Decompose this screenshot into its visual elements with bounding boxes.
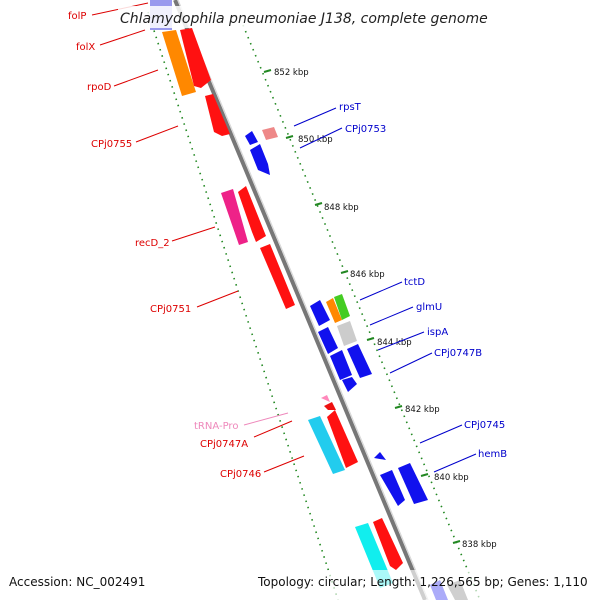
kbp-label: 838 kbp <box>462 540 497 550</box>
gene-label-rpsT: rpsT <box>339 102 362 113</box>
gene-small-blue-block <box>342 377 357 392</box>
gene-tctD-block <box>310 300 330 326</box>
right-guide-line <box>242 24 481 600</box>
gene-label-CPj0745: CPj0745 <box>464 420 505 431</box>
gene-label-CPj0753: CPj0753 <box>345 124 386 135</box>
gene-CPj0747B-block <box>330 350 352 380</box>
kbp-label: 852 kbp <box>274 68 309 78</box>
right-gene-labels: rpsT CPj0753 tctD glmU ispA CPj0747B CPj… <box>339 102 507 460</box>
gene-glmU-green-block <box>334 294 350 320</box>
gene-CPj0746-block <box>308 416 345 474</box>
kbp-label: 848 kbp <box>324 203 359 213</box>
accession-text: Accession: NC_002491 <box>9 575 145 589</box>
gene-tRNA-Pro-block <box>321 395 330 402</box>
kbp-label: 842 kbp <box>405 405 440 415</box>
gene-hemB-block <box>380 470 405 506</box>
kbp-label: 844 kbp <box>377 338 412 348</box>
gene-label-ispA: ispA <box>427 327 448 338</box>
gene-CPj0747B2-block <box>347 344 372 378</box>
gene-label-tctD: tctD <box>404 277 425 288</box>
gene-CPj0747A-block <box>324 402 336 410</box>
gene-rpoD-block <box>180 28 211 88</box>
gene-label-glmU: glmU <box>416 302 442 313</box>
map-title: Chlamydophila pneumoniae J138, complete … <box>120 11 488 27</box>
tick-marks <box>263 69 461 544</box>
gene-CPj0755-block <box>205 94 230 136</box>
gene-recD-block <box>221 189 248 245</box>
kbp-label: 846 kbp <box>350 270 385 280</box>
gene-label-CPj0747A: CPj0747A <box>200 439 248 450</box>
left-gene-labels: folP folX rpoD CPj0755 recD_2 CPj0751 tR… <box>68 11 261 480</box>
trna-leader-line <box>243 412 289 426</box>
genome-backbone <box>173 0 427 600</box>
gene-label-hemB: hemB <box>478 449 507 460</box>
gene-label-folX: folX <box>76 42 95 53</box>
gene-label-recD_2: recD_2 <box>135 238 170 249</box>
gene-ispA-block <box>318 327 338 354</box>
left-guide-line <box>147 11 339 600</box>
gene-CPj0751-block <box>260 244 295 309</box>
gene-CPj0752-block <box>238 186 266 242</box>
gene-hemB2-block <box>398 463 428 504</box>
gene-CPj0746b-block <box>327 410 358 468</box>
gene-folX-block <box>162 30 196 96</box>
gene-label-CPj0747B: CPj0747B <box>434 348 482 359</box>
kbp-labels: 852 kbp 850 kbp 848 kbp 846 kbp 844 kbp … <box>274 68 497 550</box>
gene-label-CPj0746: CPj0746 <box>220 469 261 480</box>
gene-glmU-orange-block <box>326 298 342 323</box>
gene-CPj0753-block <box>262 127 278 140</box>
right-leader-lines <box>293 107 477 473</box>
gene-label-CPj0751: CPj0751 <box>150 304 191 315</box>
footer-background <box>0 570 600 600</box>
genome-backbone-highlight <box>177 0 429 600</box>
gene-label-CPj0755: CPj0755 <box>91 139 132 150</box>
gene-gray-block <box>337 321 357 346</box>
title-background <box>118 6 456 28</box>
gene-label-tRNA-Pro: tRNA-Pro <box>194 421 238 432</box>
gene-CPj0753b-block <box>250 144 270 175</box>
kbp-label: 840 kbp <box>434 473 469 483</box>
gene-CPj0745-block <box>374 452 386 460</box>
gene-red-lower-block <box>373 518 403 570</box>
kbp-label: 850 kbp <box>298 135 333 145</box>
gene-label-rpoD: rpoD <box>87 82 112 93</box>
forward-genes <box>150 0 403 588</box>
genome-summary-text: Topology: circular; Length: 1,226,565 bp… <box>257 575 588 589</box>
gene-label-folP: folP <box>68 11 86 22</box>
gene-rpsT-block <box>245 131 258 145</box>
